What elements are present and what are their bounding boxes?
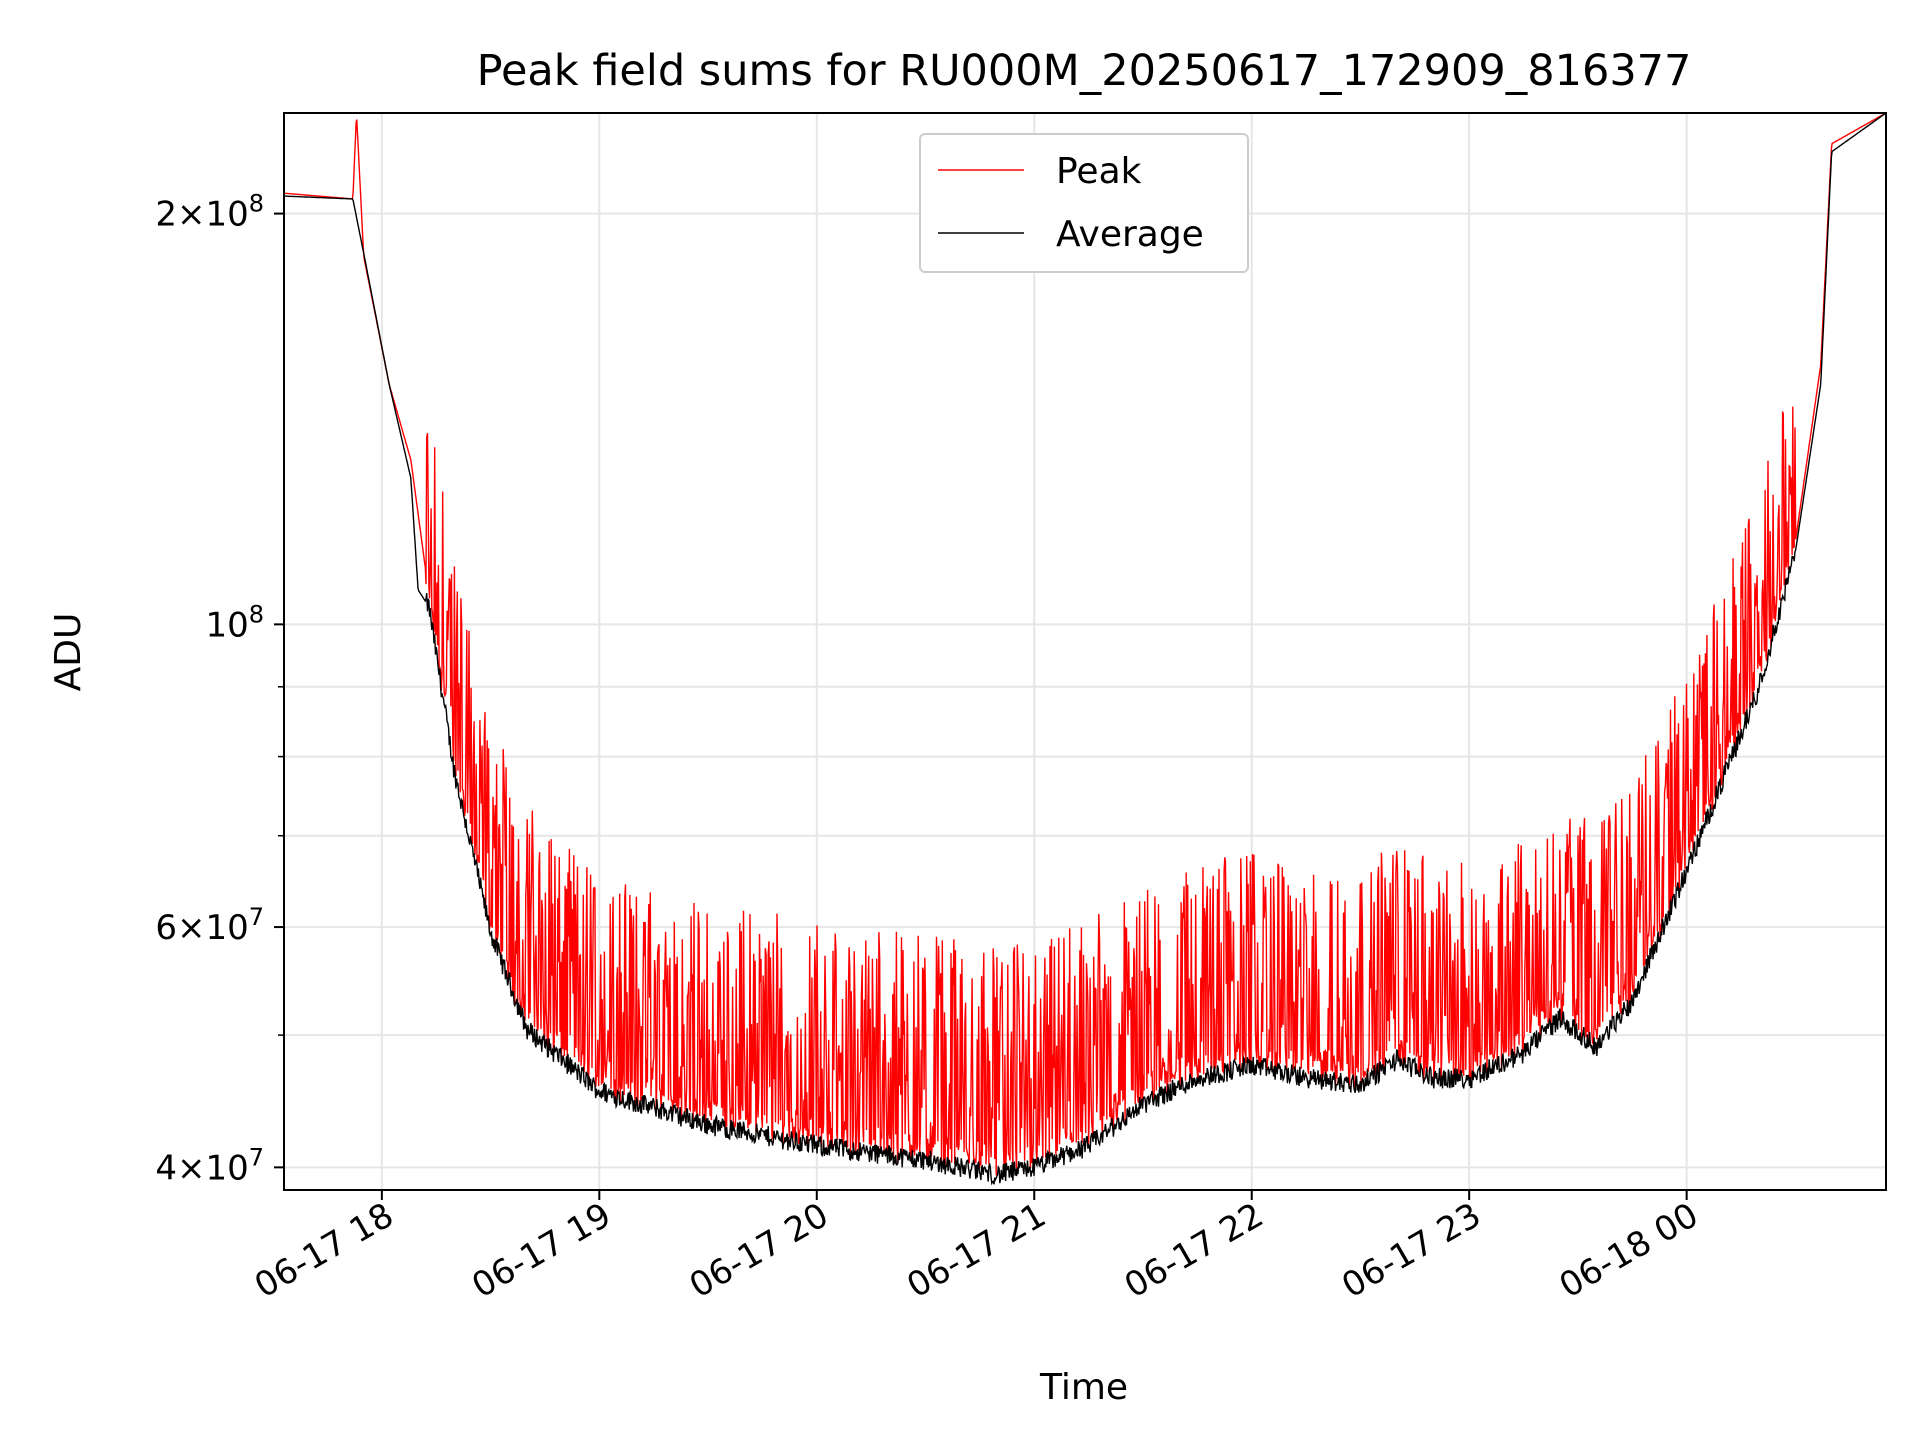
- x-axis-label: Time: [1039, 1367, 1128, 1408]
- y-axis-label: ADU: [48, 613, 89, 692]
- y-axis: 4×107 6×107 108 2×108: [155, 190, 284, 1188]
- y-tick-label: 4×107: [155, 1143, 264, 1188]
- y-tick-label: 108: [205, 600, 264, 645]
- y-tick-label: 6×107: [155, 903, 264, 948]
- series-average-line: [284, 112, 1887, 1186]
- chart-title: Peak field sums for RU000M_20250617_1729…: [477, 46, 1692, 96]
- series-layer: [283, 112, 1887, 1186]
- y-tick-label: 2×108: [155, 190, 264, 235]
- legend-box: [919, 133, 1249, 273]
- legend: Peak Average: [919, 133, 1249, 273]
- legend-label: Average: [1056, 214, 1204, 255]
- plot-frame: [283, 112, 1887, 1191]
- legend-label: Peak: [1056, 151, 1142, 192]
- series-peak-line: [283, 112, 1887, 1176]
